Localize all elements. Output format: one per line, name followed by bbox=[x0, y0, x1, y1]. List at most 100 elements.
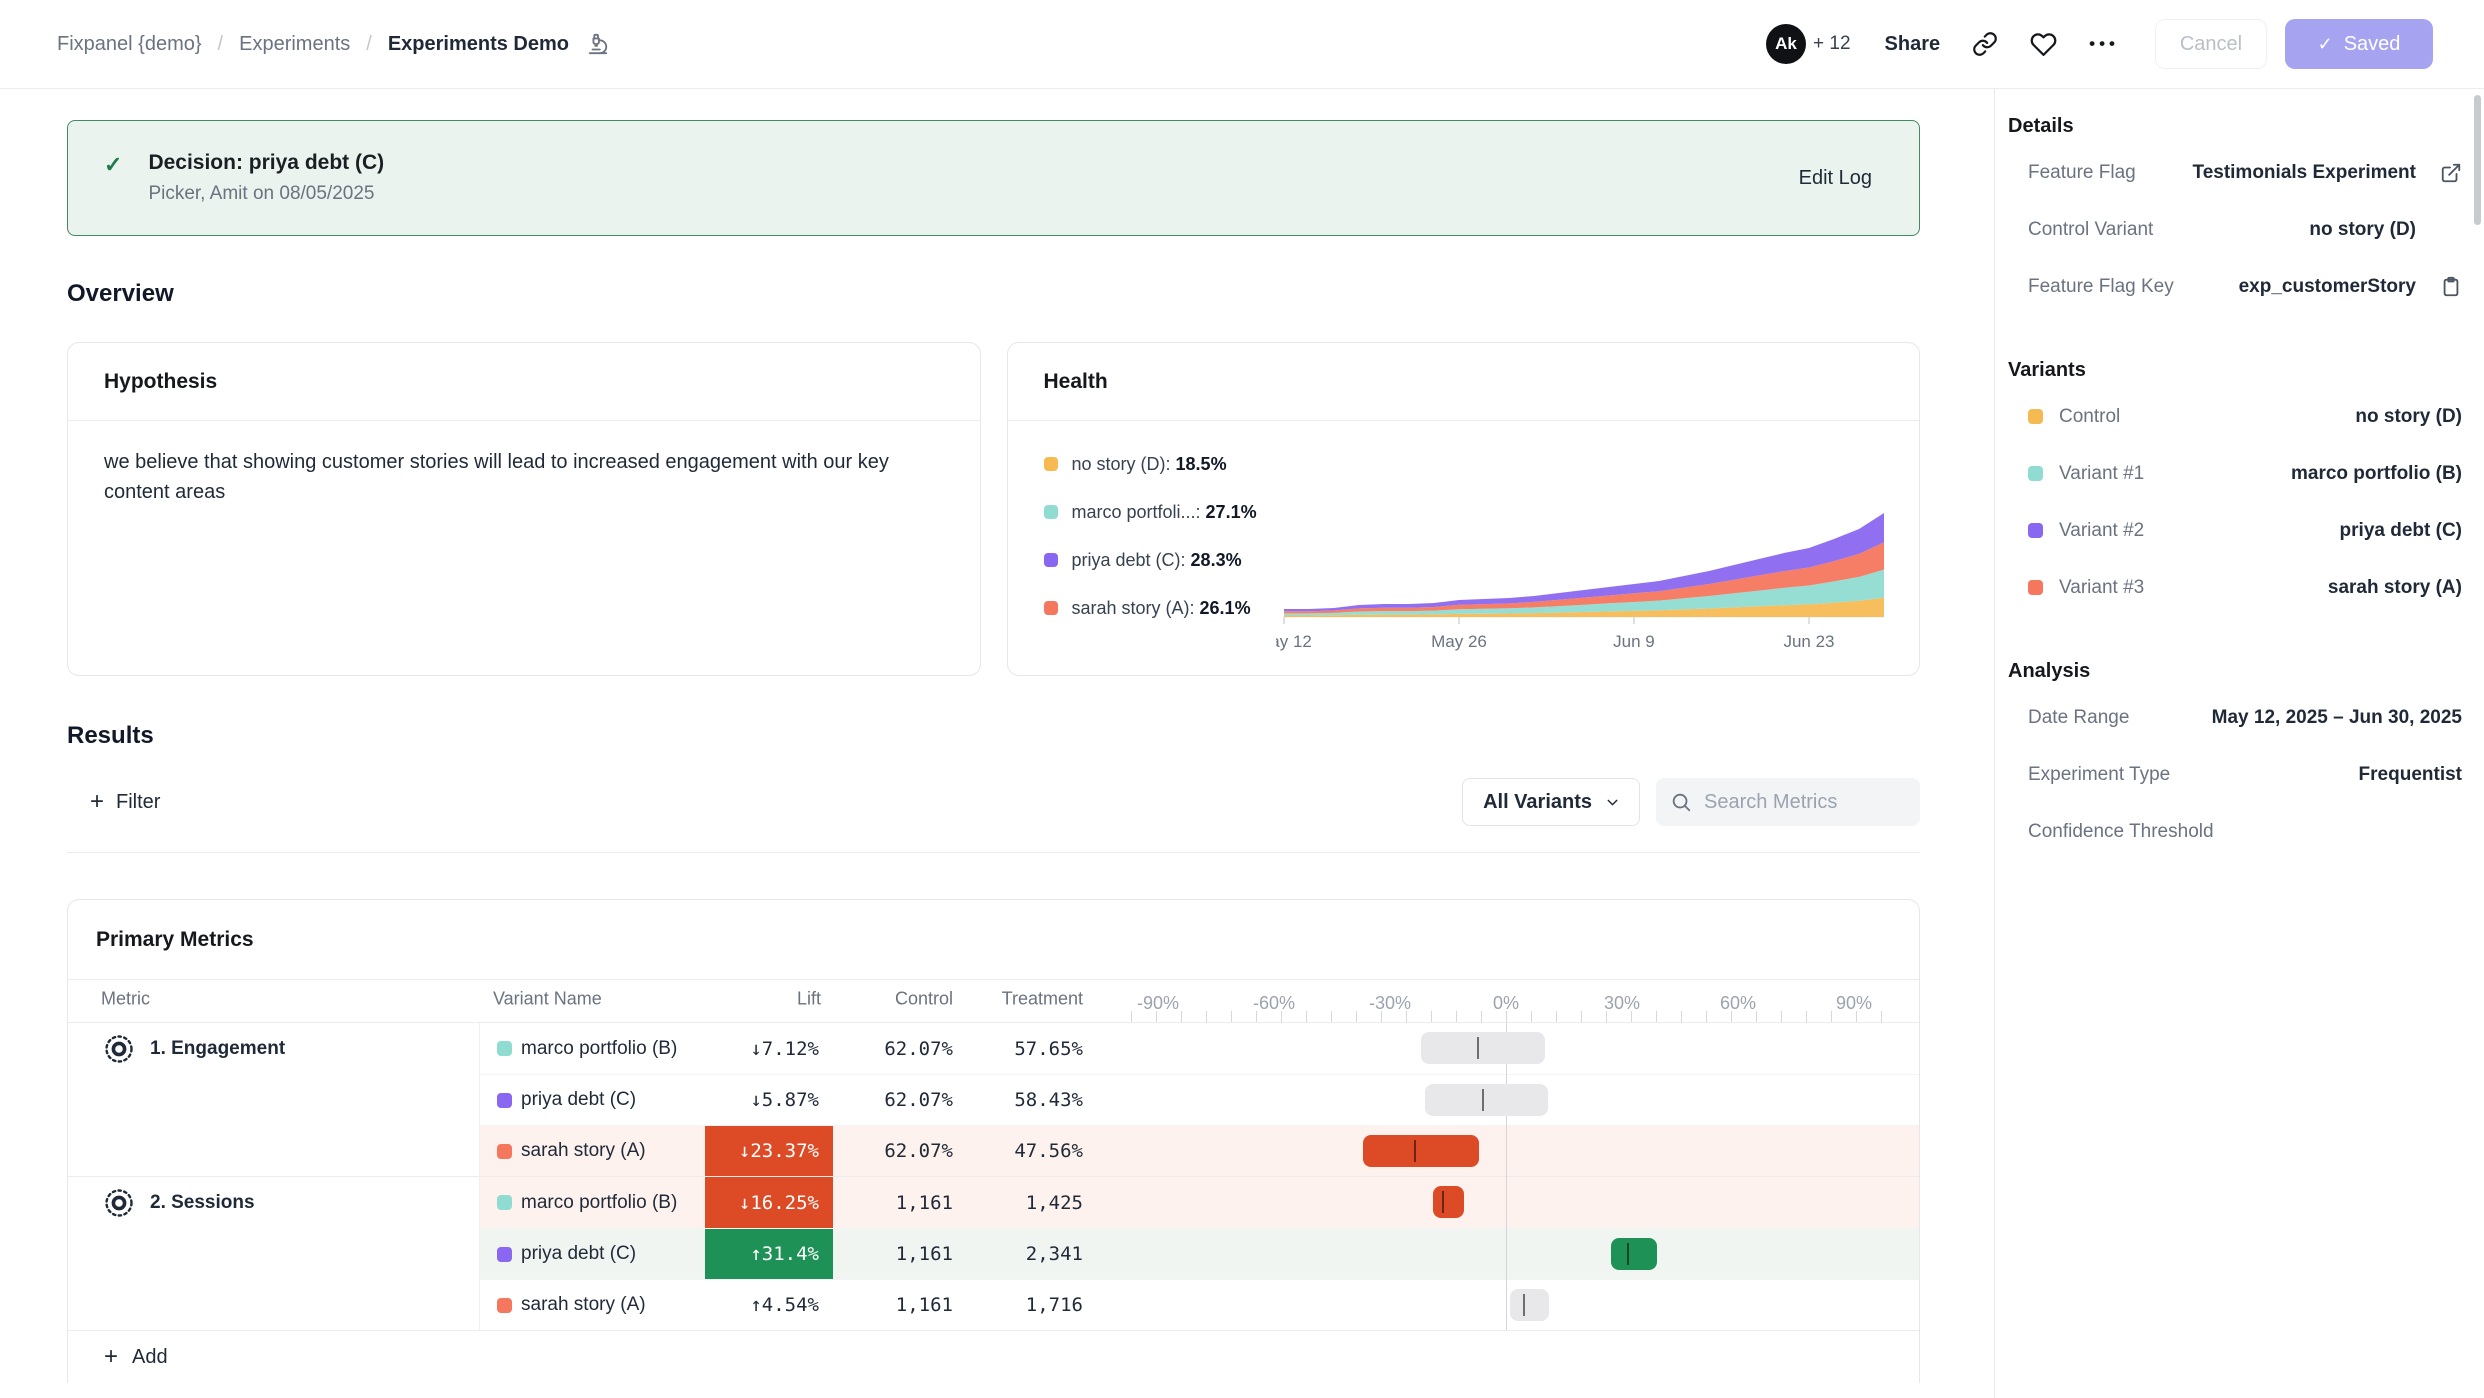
metric-cell[interactable]: 1. Engagement bbox=[68, 1023, 480, 1176]
variant-row[interactable]: priya debt (C) ↓5.87% 62.07% 58.43% bbox=[480, 1074, 1919, 1125]
hypothesis-title: Hypothesis bbox=[68, 343, 980, 421]
decision-subtitle: Picker, Amit on 08/05/2025 bbox=[148, 183, 375, 204]
field-label: Date Range bbox=[2028, 706, 2130, 728]
col-treatment: Treatment bbox=[1001, 988, 1083, 1009]
variant-row[interactable]: marco portfolio (B) ↓16.25% 1,161 1,425 bbox=[480, 1177, 1919, 1228]
lift-mean-tick bbox=[1482, 1089, 1485, 1111]
confidence-interval-bar[interactable] bbox=[1509, 1289, 1549, 1321]
confidence-interval-bar[interactable] bbox=[1362, 1135, 1479, 1167]
copy-link-icon[interactable] bbox=[1972, 31, 1998, 57]
microscope-icon bbox=[587, 33, 609, 55]
field-value: Testimonials Experiment bbox=[2192, 161, 2417, 183]
svg-text:May 12: May 12 bbox=[1276, 632, 1312, 651]
details-heading: Details bbox=[2008, 115, 2074, 137]
confidence-interval-cell bbox=[1119, 1075, 1893, 1125]
add-filter-button[interactable]: + Filter bbox=[90, 788, 161, 815]
avatar[interactable]: Ak bbox=[1766, 24, 1807, 64]
metric-cell[interactable]: 2. Sessions bbox=[68, 1177, 480, 1330]
confidence-interval-cell bbox=[1119, 1177, 1893, 1228]
confidence-interval-bar[interactable] bbox=[1610, 1238, 1657, 1270]
confidence-interval-bar[interactable] bbox=[1424, 1084, 1549, 1116]
variants-heading: Variants bbox=[2008, 359, 2086, 381]
variant-row[interactable]: priya debt (C) ↑31.4% 1,161 2,341 bbox=[480, 1228, 1919, 1279]
detail-row: Feature Flag Key exp_customerStory bbox=[2008, 258, 2462, 315]
axis-label: -30% bbox=[1368, 993, 1412, 1013]
health-legend-item[interactable]: marco portfoli...: 27.1% bbox=[1043, 501, 1257, 522]
metric-target-icon bbox=[105, 1189, 133, 1217]
field-value: Frequentist bbox=[2358, 763, 2462, 785]
svg-text:Jun 9: Jun 9 bbox=[1613, 632, 1655, 651]
divider bbox=[67, 852, 1920, 853]
metric-group: 1. Engagement marco portfolio (B) ↓7.12% 62… bbox=[68, 1023, 1919, 1176]
analysis-row: Date Range May 12, 2025 – Jun 30, 2025 bbox=[2008, 689, 2462, 746]
variant-swatch bbox=[497, 1093, 512, 1108]
health-legend: no story (D): 18.5% marco portfoli...: 27… bbox=[1043, 454, 1257, 618]
health-legend-item[interactable]: sarah story (A): 26.1% bbox=[1043, 598, 1257, 618]
breadcrumb: Fixpanel {demo} / Experiments / Experime… bbox=[57, 33, 609, 56]
control-value: 1,161 bbox=[895, 1243, 953, 1265]
variant-filter-dropdown[interactable]: All Variants bbox=[1462, 778, 1640, 826]
more-options-icon[interactable]: ••• bbox=[2089, 34, 2119, 53]
detail-row: Feature Flag Testimonials Experiment bbox=[2008, 144, 2462, 201]
edit-log-button[interactable]: Edit Log bbox=[1798, 166, 1872, 189]
variant-row[interactable]: marco portfolio (B) ↓7.12% 62.07% 57.65% bbox=[480, 1023, 1919, 1074]
lift-value: ↑31.4% bbox=[705, 1229, 833, 1279]
lift-value: ↓23.37% bbox=[705, 1126, 833, 1176]
variant-row[interactable]: sarah story (A) ↓23.37% 62.07% 47.56% bbox=[480, 1125, 1919, 1176]
search-metrics-box[interactable] bbox=[1656, 778, 1920, 826]
treatment-value: 57.65% bbox=[1014, 1037, 1083, 1060]
variant-swatch bbox=[497, 1247, 512, 1262]
lift-mean-tick bbox=[1626, 1243, 1629, 1265]
field-label: Experiment Type bbox=[2028, 763, 2171, 785]
variant-name: priya debt (C) bbox=[521, 1089, 637, 1110]
metric-target-icon bbox=[105, 1035, 133, 1063]
details-sidebar: Details Feature Flag Testimonials Experim… bbox=[1996, 89, 2484, 1398]
collaborators-count[interactable]: + 12 bbox=[1813, 33, 1851, 54]
zero-line bbox=[1506, 1023, 1507, 1330]
health-card: Health no story (D): 18.5% marco portfoli… bbox=[1006, 342, 1920, 676]
confidence-interval-bar[interactable] bbox=[1432, 1186, 1464, 1218]
breadcrumb-experiments[interactable]: Experiments bbox=[239, 32, 351, 55]
decision-title: Decision: priya debt (C) bbox=[148, 151, 385, 174]
svg-text:May 26: May 26 bbox=[1431, 632, 1487, 651]
metrics-table: 1. Engagement marco portfolio (B) ↓7.12% 62… bbox=[68, 1023, 1919, 1330]
variant-name: priya debt (C) bbox=[521, 1243, 637, 1264]
search-metrics-input[interactable] bbox=[1704, 790, 1894, 814]
table-header: Metric Variant Name Lift Control Treatme… bbox=[68, 980, 1919, 1023]
breadcrumb-current: Experiments Demo bbox=[387, 32, 569, 55]
health-legend-item[interactable]: no story (D): 18.5% bbox=[1043, 454, 1257, 474]
primary-metrics-title: Primary Metrics bbox=[68, 900, 1919, 980]
share-button[interactable]: Share bbox=[1884, 32, 1941, 55]
decision-check-icon: ✓ bbox=[104, 152, 123, 177]
check-icon: ✓ bbox=[2317, 33, 2333, 54]
treatment-value: 2,341 bbox=[1025, 1243, 1083, 1265]
overview-heading: Overview bbox=[67, 280, 174, 307]
variant-row[interactable]: sarah story (A) ↑4.54% 1,161 1,716 bbox=[480, 1279, 1919, 1330]
legend-swatch bbox=[1043, 601, 1058, 615]
analysis-row: Experiment Type Frequentist bbox=[2008, 746, 2462, 803]
hypothesis-card: Hypothesis we believe that showing custo… bbox=[67, 342, 981, 676]
health-legend-item[interactable]: priya debt (C): 28.3% bbox=[1043, 550, 1257, 570]
clipboard-icon[interactable] bbox=[2416, 276, 2462, 298]
favorite-heart-icon[interactable] bbox=[2030, 31, 2057, 58]
breadcrumb-project[interactable]: Fixpanel {demo} bbox=[57, 32, 202, 55]
svg-text:Jun 23: Jun 23 bbox=[1783, 632, 1834, 651]
control-value: 1,161 bbox=[895, 1191, 953, 1214]
add-metric-button[interactable]: + Add bbox=[68, 1330, 1919, 1383]
scrollbar[interactable] bbox=[2474, 95, 2481, 225]
cancel-button[interactable]: Cancel bbox=[2155, 19, 2267, 69]
field-label: Variant #1 bbox=[2059, 462, 2145, 484]
lift-mean-tick bbox=[1477, 1037, 1480, 1059]
saved-button[interactable]: ✓ Saved bbox=[2285, 19, 2433, 69]
legend-label: marco portfoli...: 27.1% bbox=[1071, 501, 1257, 522]
variant-name: marco portfolio (B) bbox=[521, 1037, 678, 1059]
variant-swatch bbox=[2028, 523, 2043, 538]
field-label: Variant #3 bbox=[2059, 576, 2145, 598]
confidence-interval-bar[interactable] bbox=[1420, 1032, 1545, 1064]
confidence-interval-cell bbox=[1119, 1126, 1893, 1176]
decision-text: Decision: priya debt (C) Picker, Amit on… bbox=[148, 151, 384, 205]
external-link-icon[interactable] bbox=[2416, 162, 2462, 184]
variant-swatch bbox=[2028, 466, 2043, 481]
confidence-interval-cell bbox=[1119, 1023, 1893, 1074]
lift-value: ↓16.25% bbox=[705, 1177, 833, 1228]
